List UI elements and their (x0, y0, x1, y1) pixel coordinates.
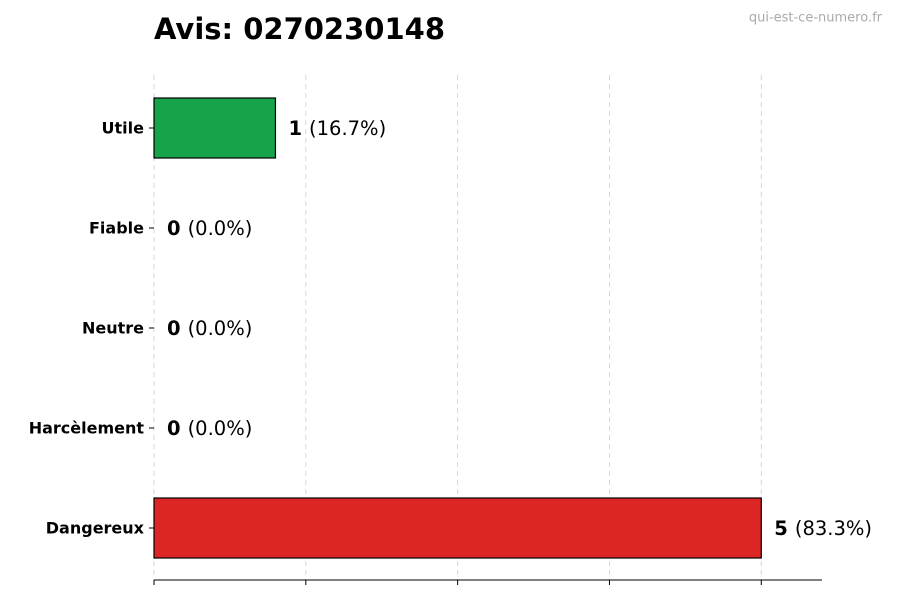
value-count: 0 (167, 417, 181, 440)
y-tick-label: Harcèlement (29, 419, 145, 438)
value-percentage: (0.0%) (188, 417, 253, 440)
value-count: 0 (167, 317, 181, 340)
value-count: 5 (774, 517, 788, 540)
y-tick-label: Dangereux (46, 519, 145, 538)
y-tick-label: Neutre (82, 319, 144, 338)
y-tick-label: Utile (102, 119, 145, 138)
y-tick-label: Fiable (89, 219, 144, 238)
value-label: 0 (0.0%) (167, 217, 252, 240)
chart-title: Avis: 0270230148 (154, 12, 445, 46)
bar (153, 497, 762, 559)
value-count: 0 (167, 217, 181, 240)
value-label: 5 (83.3%) (774, 517, 872, 540)
watermark: qui-est-ce-numero.fr (749, 11, 883, 26)
value-percentage: (83.3%) (795, 517, 872, 540)
value-label: 0 (0.0%) (167, 417, 252, 440)
bar (153, 97, 277, 159)
value-percentage: (0.0%) (188, 317, 253, 340)
value-label: 0 (0.0%) (167, 317, 252, 340)
value-count: 1 (288, 117, 302, 140)
value-percentage: (16.7%) (309, 117, 386, 140)
value-percentage: (0.0%) (188, 217, 253, 240)
value-label: 1 (16.7%) (288, 117, 386, 140)
